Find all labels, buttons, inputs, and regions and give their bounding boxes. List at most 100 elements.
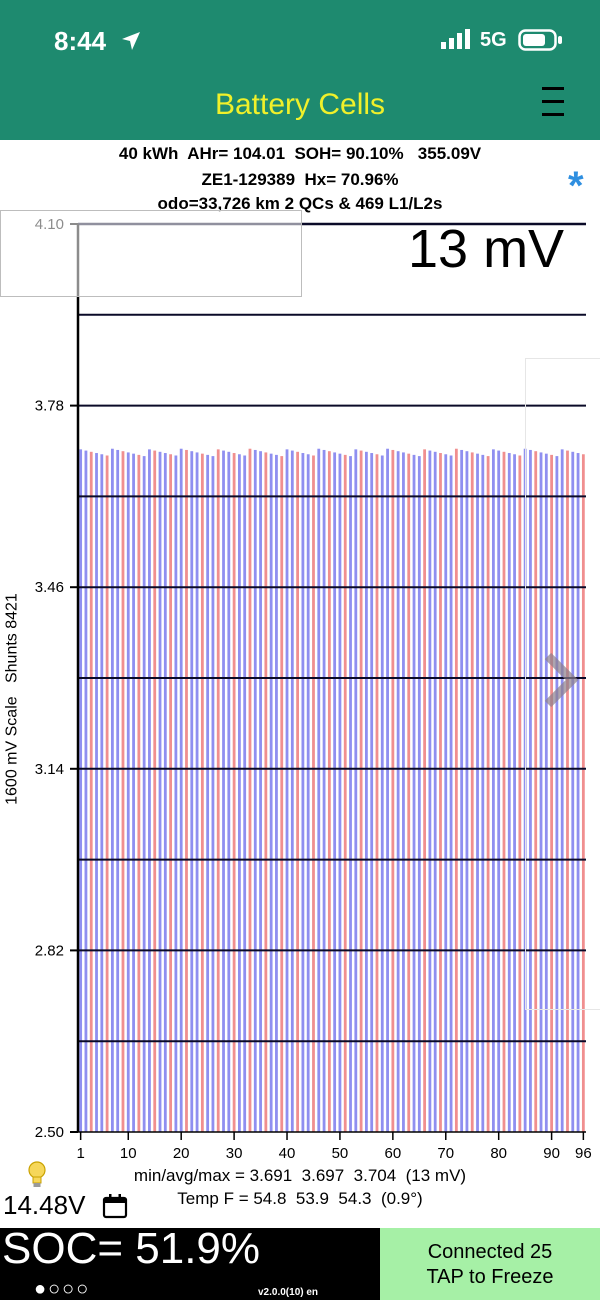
- cell-bar-6: [105, 455, 109, 1133]
- cell-bar-39: [280, 456, 284, 1132]
- cell-bar-60: [391, 449, 395, 1132]
- soc-panel: [0, 1228, 380, 1300]
- location-arrow-icon: [122, 32, 140, 50]
- x-tick-label: 90: [543, 1145, 560, 1162]
- calendar-icon[interactable]: [102, 1193, 128, 1219]
- y-tick-label: 2.50: [35, 1124, 64, 1141]
- lightbulb-icon[interactable]: [26, 1160, 48, 1190]
- cell-bar-7: [110, 448, 114, 1132]
- y-tick-label: 3.78: [35, 398, 64, 415]
- cell-bar-36: [264, 452, 268, 1132]
- cell-bar-88: [539, 452, 543, 1132]
- cell-bar-14: [148, 449, 151, 1132]
- cell-bar-28: [222, 450, 225, 1133]
- cell-bar-91: [555, 456, 559, 1132]
- cell-bar-32: [243, 455, 247, 1133]
- next-page-chevron-icon[interactable]: [540, 650, 580, 710]
- cell-bar-89: [544, 453, 548, 1132]
- y-axis-label: 1600 mV Scale Shunts 8421: [3, 593, 21, 805]
- app-version: v2.0.0(10) en: [258, 1287, 319, 1298]
- y-tick-label: 2.82: [35, 942, 64, 959]
- app-header: [0, 0, 600, 140]
- cell-bar-93: [566, 450, 569, 1133]
- cell-bar-61: [396, 451, 400, 1132]
- signal-bars-icon: [441, 29, 470, 49]
- cell-bar-25: [206, 454, 210, 1132]
- overlay-panel-right: [525, 358, 600, 1010]
- x-tick-label: 1: [76, 1145, 84, 1162]
- cell-bar-76: [476, 453, 479, 1132]
- cell-bar-3: [89, 451, 93, 1132]
- cell-bar-40: [285, 449, 289, 1132]
- cell-bar-59: [386, 448, 389, 1132]
- cell-bar-9: [121, 451, 125, 1132]
- cell-bar-56: [370, 453, 374, 1132]
- y-tick-label: 3.14: [35, 761, 64, 778]
- cell-bar-43: [301, 453, 305, 1132]
- cell-bar-19: [174, 455, 178, 1133]
- cell-bar-52: [349, 456, 352, 1132]
- overlay-panel: [0, 210, 302, 297]
- cell-bar-11: [132, 453, 135, 1132]
- cell-bar-50: [338, 453, 342, 1132]
- connect-freeze-button[interactable]: Connected 25 TAP to Freeze: [380, 1228, 600, 1300]
- cell-bar-64: [412, 454, 416, 1132]
- network-type: 5G: [480, 29, 507, 51]
- freeze-hint: TAP to Freeze: [426, 1266, 554, 1288]
- cell-bar-37: [269, 453, 273, 1132]
- cell-bar-62: [402, 452, 405, 1132]
- status-time: 8:44: [54, 26, 107, 56]
- cell-bar-69: [439, 453, 442, 1132]
- cell-bar-72: [454, 448, 458, 1132]
- cell-bar-42: [296, 451, 300, 1132]
- cell-bar-80: [497, 450, 501, 1133]
- x-tick-label: 10: [120, 1145, 137, 1162]
- cell-bar-53: [354, 449, 358, 1132]
- cell-bar-46: [317, 448, 321, 1132]
- cell-bar-23: [195, 452, 199, 1132]
- cell-bar-75: [470, 452, 474, 1132]
- cell-bar-54: [359, 450, 363, 1133]
- x-tick-label: 80: [490, 1145, 507, 1162]
- summary-line-1: 40 kWh AHr= 104.01 SOH= 90.10% 355.09V: [118, 144, 482, 163]
- cell-bar-41: [290, 450, 294, 1133]
- cell-bar-51: [343, 454, 347, 1132]
- page-indicator[interactable]: ●○○○: [34, 1278, 91, 1300]
- cell-voltage-chart[interactable]: 4.103.783.463.142.822.501102030405060708…: [0, 200, 600, 1180]
- x-tick-label: 40: [279, 1145, 296, 1162]
- cell-bar-26: [211, 456, 215, 1132]
- cell-bar-74: [465, 451, 469, 1132]
- cell-bar-4: [95, 453, 98, 1132]
- hamburger-menu-icon[interactable]: [540, 84, 568, 118]
- x-tick-label: 50: [332, 1145, 349, 1162]
- cell-bar-82: [507, 453, 511, 1132]
- bluetooth-star-icon[interactable]: *: [568, 164, 584, 208]
- x-tick-label: 30: [226, 1145, 243, 1162]
- summary-line-2: ZE1-129389 Hx= 70.96%: [201, 170, 399, 189]
- x-tick-label: 20: [173, 1145, 190, 1162]
- cell-bar-33: [248, 448, 252, 1132]
- cell-bar-92: [560, 449, 564, 1132]
- cell-bar-13: [142, 456, 146, 1132]
- aux-battery-voltage: 14.48V: [3, 1190, 86, 1220]
- cell-bar-79: [491, 449, 495, 1132]
- cell-bar-78: [486, 456, 490, 1132]
- cell-bar-2: [84, 450, 88, 1133]
- cell-bar-86: [529, 449, 532, 1132]
- cell-bar-65: [417, 456, 421, 1132]
- cell-spread-value: 13 mV: [408, 219, 565, 279]
- cell-bar-68: [433, 451, 437, 1132]
- cell-bar-57: [375, 454, 379, 1132]
- cell-bar-67: [428, 450, 432, 1133]
- cell-bar-70: [444, 454, 448, 1132]
- cell-bar-17: [163, 453, 167, 1132]
- cell-bar-38: [275, 454, 278, 1132]
- phone-battery-icon: [518, 29, 562, 51]
- cell-bar-29: [227, 451, 231, 1132]
- cell-bar-94: [571, 451, 575, 1132]
- cell-bar-84: [518, 455, 522, 1133]
- cell-bar-44: [306, 454, 310, 1132]
- y-tick-label: 3.46: [35, 579, 64, 596]
- cell-bar-71: [449, 455, 453, 1133]
- cell-bar-96: [581, 454, 585, 1132]
